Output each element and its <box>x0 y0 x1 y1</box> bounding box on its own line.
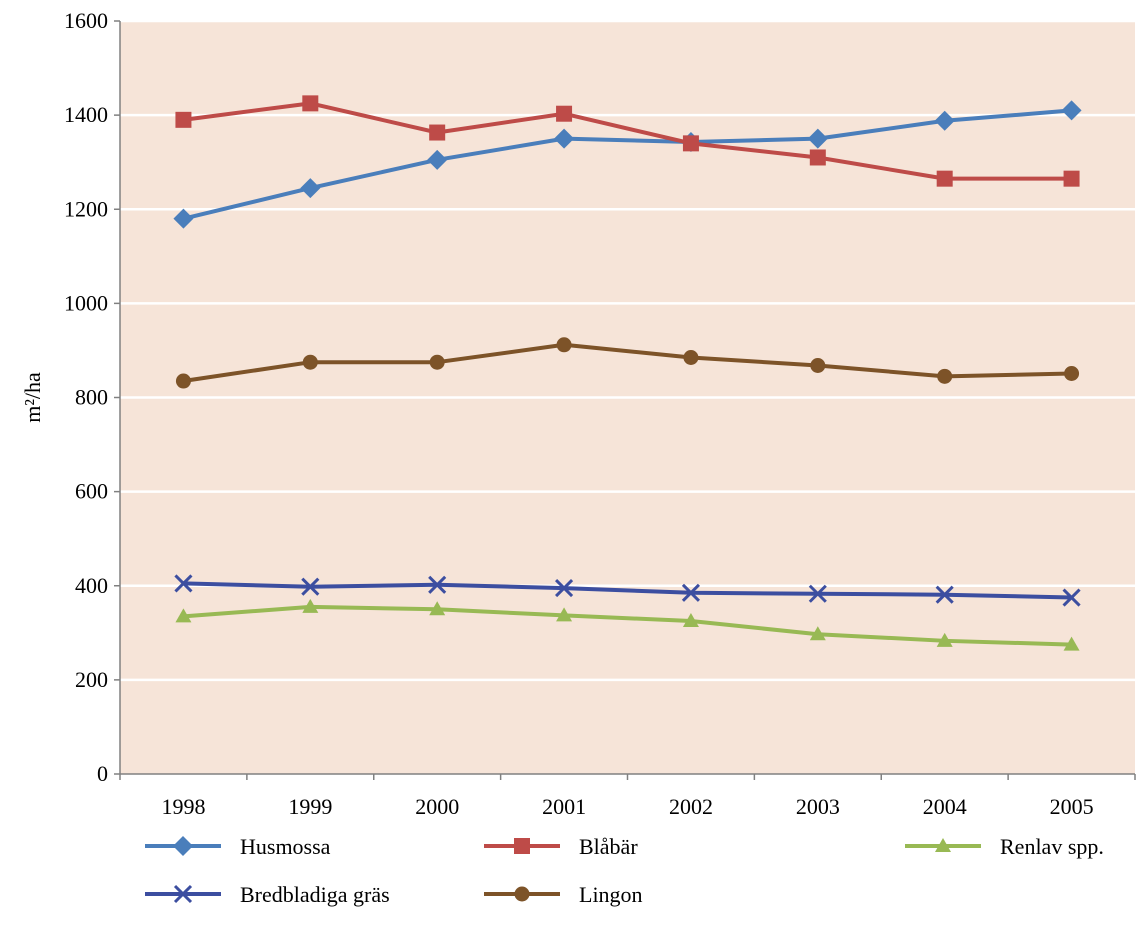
x-tick-label: 2000 <box>415 794 459 819</box>
legend-label: Renlav spp. <box>1000 834 1104 859</box>
data-point <box>682 135 699 152</box>
series-blåbär <box>175 95 1080 187</box>
data-point <box>681 583 700 602</box>
data-point <box>1063 636 1080 651</box>
x-marker-stroke <box>301 577 320 596</box>
legend-item: Renlav spp. <box>905 834 1104 859</box>
legend-label: Husmossa <box>240 834 331 859</box>
legend: Husmossa Blåbär Renlav spp. Bredbladiga grä… <box>145 834 1104 907</box>
legend-item: Bredbladiga gräs <box>145 882 390 907</box>
data-point <box>807 128 828 149</box>
y-tick-label: 1400 <box>64 102 108 127</box>
data-point <box>1062 588 1081 607</box>
legend-label: Bredbladiga gräs <box>240 882 390 907</box>
series-line <box>181 101 1074 181</box>
data-point <box>175 373 191 389</box>
series-line <box>181 108 1074 221</box>
y-tick-label: 1000 <box>64 290 108 315</box>
data-point <box>808 584 827 603</box>
data-point <box>428 575 447 594</box>
x-marker-stroke <box>174 574 193 593</box>
data-point <box>809 626 826 641</box>
data-point <box>554 128 575 149</box>
y-tick-label: 400 <box>75 573 108 598</box>
legend-item: Husmossa <box>145 834 331 859</box>
legend-marker <box>514 886 530 902</box>
series-line <box>181 342 1074 384</box>
x-tick-label: 1999 <box>288 794 332 819</box>
data-point <box>936 170 953 187</box>
data-point <box>556 607 573 622</box>
data-point <box>683 349 699 365</box>
y-tick-label: 1600 <box>64 8 108 33</box>
legend-item: Lingon <box>484 882 643 907</box>
y-tick-label: 200 <box>75 667 108 692</box>
data-point <box>175 111 192 128</box>
data-point <box>175 608 192 623</box>
legend-label: Blåbär <box>579 834 638 859</box>
data-point <box>427 149 448 170</box>
data-point <box>429 601 446 616</box>
y-tick-label: 1200 <box>64 196 108 221</box>
data-point <box>174 574 193 593</box>
y-tick-label: 600 <box>75 479 108 504</box>
data-point <box>300 178 321 199</box>
data-point <box>936 632 953 647</box>
data-point <box>302 95 319 112</box>
legend-marker <box>173 884 193 904</box>
y-tick-label: 0 <box>97 761 108 786</box>
data-point <box>302 598 319 613</box>
legend-label: Lingon <box>579 882 643 907</box>
series-line <box>181 604 1074 647</box>
series-line <box>181 581 1074 600</box>
data-point <box>173 208 194 229</box>
series-renlav-spp <box>175 598 1080 651</box>
x-axis-ticks: 1998 1999 2000 2001 2002 2003 2004 2005 <box>119 774 1136 819</box>
x-tick-label: 2004 <box>923 794 967 819</box>
data-point <box>556 105 573 122</box>
x-tick-label: 2003 <box>796 794 840 819</box>
data-point <box>556 337 572 353</box>
data-point <box>1063 170 1080 187</box>
data-point <box>682 613 699 628</box>
x-tick-label: 2002 <box>669 794 713 819</box>
data-point <box>935 585 954 604</box>
y-tick-label: 800 <box>75 385 108 410</box>
legend-marker <box>514 838 530 854</box>
x-tick-label: 1998 <box>161 794 205 819</box>
x-tick-label: 2005 <box>1050 794 1094 819</box>
x-marker-stroke <box>808 584 827 603</box>
y-axis-ticks: 0 200 400 600 800 1000 1200 1400 1600 <box>64 8 120 786</box>
data-point <box>301 577 320 596</box>
data-point <box>1061 100 1082 121</box>
x-marker-stroke <box>1062 588 1081 607</box>
data-point <box>809 149 826 166</box>
y-axis-label: m²/ha <box>20 372 45 423</box>
legend-marker <box>935 838 951 852</box>
series-lingon <box>175 337 1080 389</box>
x-marker-stroke <box>428 575 447 594</box>
x-marker-stroke <box>681 583 700 602</box>
x-tick-label: 2001 <box>542 794 586 819</box>
x-marker-stroke <box>935 585 954 604</box>
data-point <box>810 357 826 373</box>
legend-item: Blåbär <box>484 834 638 859</box>
x-marker-stroke <box>173 884 193 904</box>
data-point <box>555 579 574 598</box>
data-point <box>934 110 955 131</box>
data-point <box>937 368 953 384</box>
x-marker-stroke <box>555 579 574 598</box>
data-point <box>1064 365 1080 381</box>
series-bredbladiga-gräs <box>174 574 1081 607</box>
legend-marker <box>173 836 193 856</box>
series-group <box>173 95 1082 651</box>
data-point <box>429 354 445 370</box>
data-point <box>429 124 446 141</box>
data-point <box>302 354 318 370</box>
